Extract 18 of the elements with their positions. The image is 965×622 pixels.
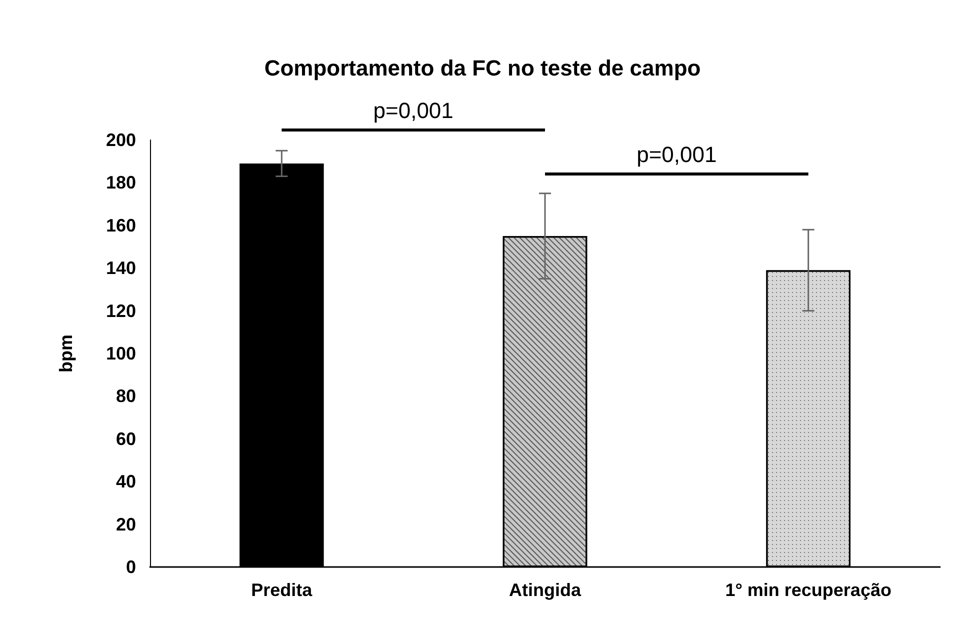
text: p=0,001 <box>373 98 454 124</box>
y-tick-label: 60 <box>116 428 136 449</box>
y-tick-label: 200 <box>106 130 136 150</box>
y-tick-label: 80 <box>116 386 136 406</box>
chart-title: Comportamento da FC no teste de campo <box>264 56 701 80</box>
x-tick-label: Atingida <box>509 580 582 600</box>
y-tick-label: 180 <box>106 172 136 193</box>
y-tick-label: 40 <box>116 472 136 492</box>
y-tick-label: 20 <box>116 514 136 534</box>
annotation: p=0,001 <box>636 142 717 168</box>
y-tick-label: 140 <box>106 258 136 278</box>
y-tick-label: 0 <box>126 557 136 577</box>
y-axis-title: bpm <box>56 334 76 372</box>
x-tick-label: 1° min recuperação <box>725 580 892 600</box>
y-tick-label: 160 <box>106 215 136 236</box>
y-tick-label: 100 <box>106 344 136 364</box>
y-tick-label: 120 <box>106 300 136 321</box>
x-tick-label: Predita <box>251 580 314 600</box>
